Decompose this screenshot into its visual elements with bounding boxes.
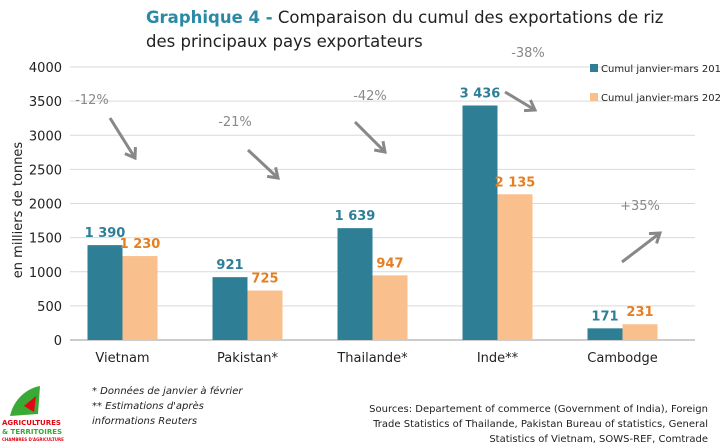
bar	[337, 228, 373, 340]
trend-arrow	[621, 231, 661, 264]
data-label: 947	[376, 256, 403, 271]
x-tick-label: Inde**	[477, 351, 519, 366]
y-tick-label: 3500	[29, 95, 62, 110]
sources: Sources: Departement of commerce (Govern…	[368, 402, 708, 447]
x-tick-label: Pakistan*	[217, 351, 278, 366]
change-annotation: -21%	[218, 115, 252, 130]
title-lead: Graphique 4 -	[146, 8, 273, 27]
trend-arrow-head	[648, 231, 663, 244]
bar	[497, 194, 533, 340]
footnote: ** Estimations d'après	[92, 401, 204, 412]
trend-arrow	[504, 90, 536, 112]
trend-arrow-head	[124, 146, 137, 161]
data-label: 2 135	[495, 175, 536, 190]
x-tick-label: Thailande*	[336, 351, 408, 366]
footnotes: * Données de janvier à février ** Estima…	[92, 384, 242, 429]
footnote: * Données de janvier à février	[92, 386, 243, 397]
y-tick-label: 3000	[29, 129, 62, 144]
logo-text-1: AGRICULTURES	[2, 419, 61, 427]
footnote: informations Reuters	[92, 416, 198, 427]
trend-arrow-head	[523, 99, 538, 113]
data-label: 1 390	[85, 226, 126, 241]
title-line2: des principaux pays exportateurs	[146, 32, 423, 51]
bar	[462, 105, 498, 340]
trend-arrow	[108, 117, 137, 159]
logo-text-2: & TERRITOIRES	[2, 428, 63, 436]
legend-swatch	[590, 93, 598, 101]
data-label: 1 230	[120, 237, 161, 252]
trend-arrow	[246, 148, 280, 180]
bar	[622, 324, 658, 340]
legend-label: Cumul janvier-mars 2020	[601, 93, 720, 104]
bar	[212, 277, 248, 340]
bar	[122, 256, 158, 340]
data-label: 921	[216, 258, 243, 273]
x-tick-label: Vietnam	[95, 351, 149, 366]
change-annotation: -38%	[511, 46, 545, 61]
data-label: 231	[626, 305, 653, 320]
bar	[87, 245, 123, 340]
bar	[372, 275, 408, 340]
title-line1: Comparaison du cumul des exportations de…	[277, 8, 664, 27]
y-tick-label: 2500	[29, 163, 62, 178]
data-label: 725	[251, 272, 278, 287]
legend-swatch	[590, 64, 598, 72]
trend-arrow-head	[266, 166, 280, 180]
y-axis-label: en milliers de tonnes	[11, 142, 26, 279]
bar	[247, 290, 283, 340]
legend-label: Cumul janvier-mars 2019	[601, 64, 720, 75]
source-line: Trade Statistics of Thailande, Pakistan …	[373, 419, 708, 430]
chart-title: Graphique 4 - Comparaison du cumul des e…	[146, 6, 663, 54]
trend-arrow-head	[373, 140, 387, 154]
y-tick-label: 4000	[29, 61, 62, 76]
x-tick-label: Cambodge	[587, 351, 657, 366]
y-tick-label: 2000	[29, 198, 62, 213]
y-tick-label: 1500	[29, 232, 62, 247]
logo-mark-icon	[10, 386, 40, 416]
trend-arrow	[353, 120, 387, 154]
data-label: 171	[591, 309, 618, 324]
change-annotation: -42%	[353, 89, 387, 104]
change-annotation: +35%	[620, 199, 660, 214]
logo-text-3: CHAMBRES D'AGRICULTURE	[2, 437, 64, 442]
y-tick-label: 0	[54, 334, 62, 349]
data-label: 1 639	[335, 209, 376, 224]
data-label: 3 436	[460, 86, 501, 101]
y-tick-label: 1000	[29, 266, 62, 281]
y-tick-label: 500	[37, 300, 62, 315]
bar	[587, 328, 623, 340]
logo: AGRICULTURES & TERRITOIRES CHAMBRES D'AG…	[2, 384, 64, 444]
source-line: Statistics of Vietnam, SOWS-REF, Comtrad…	[489, 434, 708, 445]
source-line: Sources: Departement of commerce (Govern…	[369, 404, 708, 415]
change-annotation: -12%	[75, 93, 109, 108]
